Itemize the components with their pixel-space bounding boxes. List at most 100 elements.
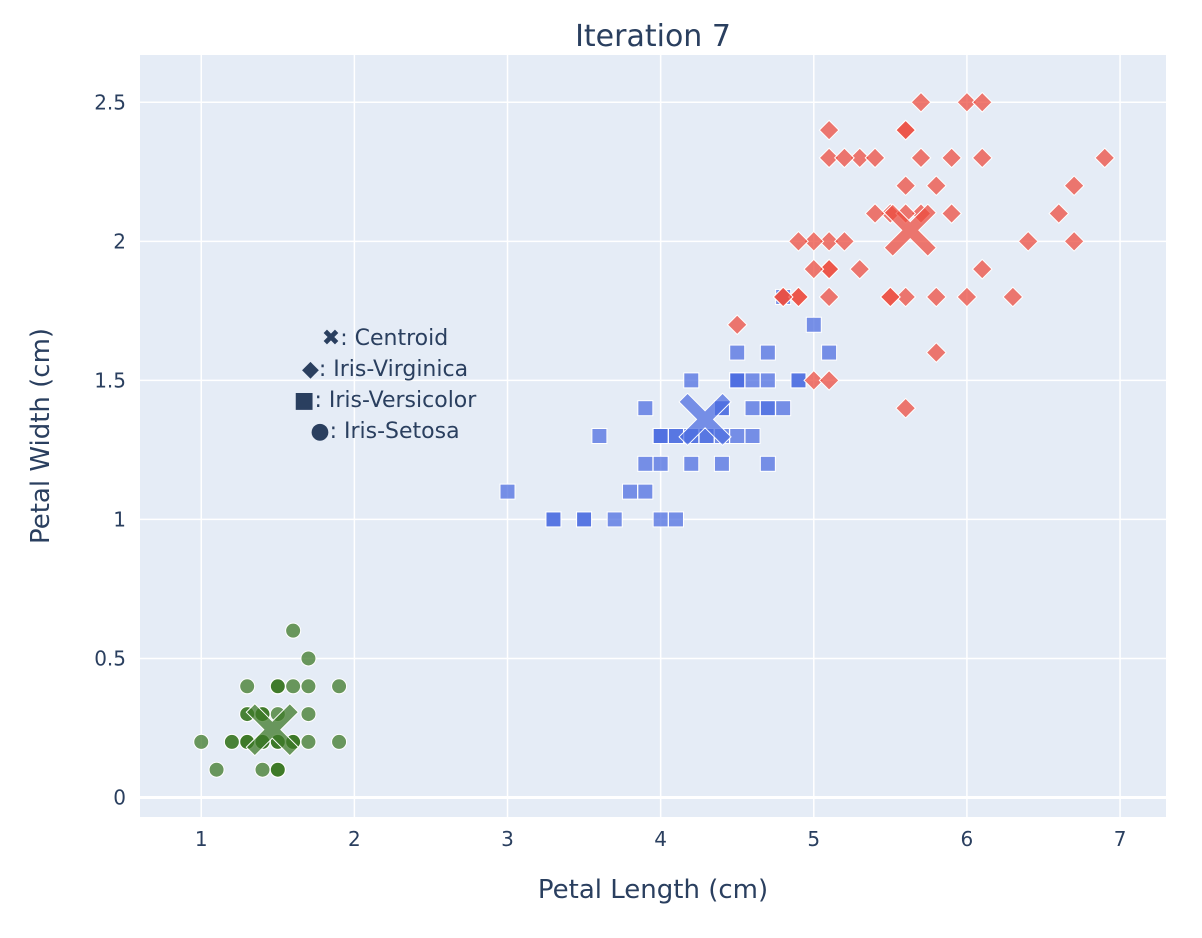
- versicolor-point: [713, 455, 730, 472]
- virginica-point: [925, 286, 947, 308]
- setosa-point: [239, 678, 256, 695]
- setosa-point: [300, 678, 317, 695]
- versicolor-point: [744, 372, 761, 389]
- virginica-point: [803, 230, 825, 252]
- versicolor-point: [652, 511, 669, 528]
- versicolor-point: [652, 428, 669, 444]
- y-tick-label: 2: [113, 229, 126, 253]
- versicolor-point: [759, 455, 776, 472]
- versicolor-point: [805, 316, 822, 333]
- x-tick-label: 3: [501, 827, 514, 851]
- virginica-point: [1002, 286, 1024, 308]
- virginica-point: [788, 230, 809, 252]
- legend-entry: ◆: Iris-Virginica: [302, 357, 468, 382]
- y-axis-title: Petal Width (cm): [26, 328, 56, 544]
- virginica-point: [1017, 230, 1039, 252]
- legend-entry: ●: Iris-Setosa: [310, 419, 459, 444]
- setosa-point: [193, 733, 210, 750]
- versicolor-point: [683, 455, 700, 472]
- versicolor-point: [775, 400, 792, 417]
- data-points: [193, 91, 1116, 778]
- grid-lines: [140, 55, 1166, 817]
- versicolor-point: [744, 428, 761, 444]
- virginica-point: [1063, 230, 1085, 252]
- versicolor-point: [606, 511, 623, 528]
- virginica-point: [864, 203, 886, 224]
- versicolor-point: [637, 455, 654, 472]
- virginica-point: [1048, 203, 1070, 224]
- virginica-point: [818, 258, 840, 280]
- virginica-point: [941, 147, 963, 169]
- versicolor-point: [729, 344, 746, 361]
- x-tick-label: 5: [807, 827, 820, 851]
- versicolor-point: [637, 483, 654, 500]
- virginica-point: [818, 119, 840, 141]
- centroid-marker: [678, 392, 732, 447]
- y-tick-label: 1.5: [94, 368, 126, 392]
- virginica-point: [895, 119, 917, 141]
- setosa-point: [223, 733, 240, 750]
- virginica-point: [803, 369, 825, 391]
- y-tick-label: 1: [113, 507, 126, 531]
- setosa-point: [269, 761, 286, 778]
- virginica-point: [803, 258, 825, 280]
- virginica-point: [956, 91, 978, 113]
- virginica-point: [1063, 175, 1085, 197]
- chart-title: Iteration 7: [575, 19, 731, 54]
- centroid-marker: [883, 203, 937, 257]
- setosa-point: [300, 733, 317, 750]
- virginica-point: [818, 147, 840, 169]
- versicolor-point: [759, 372, 776, 389]
- versicolor-point: [729, 372, 746, 389]
- x-tick-label: 7: [1114, 827, 1127, 851]
- virginica-point: [788, 286, 809, 308]
- legend: ✖: Centroid ◆: Iris-Virginica ■: Iris-Vers…: [294, 326, 478, 444]
- virginica-point: [971, 258, 993, 280]
- versicolor-point: [759, 400, 776, 417]
- virginica-point: [818, 286, 840, 308]
- y-tick-label: 2.5: [94, 90, 126, 114]
- setosa-point: [208, 761, 225, 778]
- virginica-point: [1094, 147, 1116, 169]
- virginica-point: [818, 369, 840, 391]
- versicolor-point: [622, 483, 639, 500]
- versicolor-point: [667, 511, 684, 528]
- versicolor-point: [591, 428, 608, 444]
- virginica-point: [849, 258, 871, 280]
- virginica-point: [941, 203, 963, 224]
- x-tick-label: 2: [348, 827, 361, 851]
- virginica-point: [910, 91, 932, 113]
- y-tick-label: 0.5: [94, 646, 126, 670]
- versicolor-point: [652, 455, 669, 472]
- versicolor-point: [545, 511, 562, 528]
- setosa-point: [331, 733, 348, 750]
- legend-entry: ✖: Centroid: [322, 326, 448, 351]
- y-tick-label: 0: [113, 786, 126, 810]
- versicolor-point: [744, 400, 761, 417]
- setosa-point: [269, 678, 286, 695]
- virginica-point: [879, 286, 901, 308]
- virginica-point: [895, 175, 917, 197]
- x-tick-label: 4: [654, 827, 667, 851]
- virginica-point: [956, 286, 978, 308]
- virginica-point: [971, 91, 993, 113]
- centroid-markers: [245, 203, 937, 757]
- virginica-point: [925, 342, 947, 364]
- versicolor-point: [637, 400, 654, 417]
- x-tick-label: 1: [195, 827, 208, 851]
- setosa-point: [300, 650, 317, 667]
- virginica-point: [895, 286, 917, 308]
- versicolor-point: [729, 428, 746, 444]
- virginica-point: [818, 230, 840, 252]
- setosa-point: [254, 761, 271, 778]
- versicolor-point: [683, 372, 700, 389]
- setosa-point: [300, 706, 317, 723]
- tick-labels: 1 2 3 4 5 6 7 0 0.5 1 1.5 2 2.5: [94, 90, 1126, 851]
- versicolor-point: [576, 511, 593, 528]
- virginica-point: [726, 314, 748, 336]
- versicolor-point: [759, 344, 776, 361]
- virginica-point: [833, 230, 855, 252]
- virginica-point: [971, 147, 993, 169]
